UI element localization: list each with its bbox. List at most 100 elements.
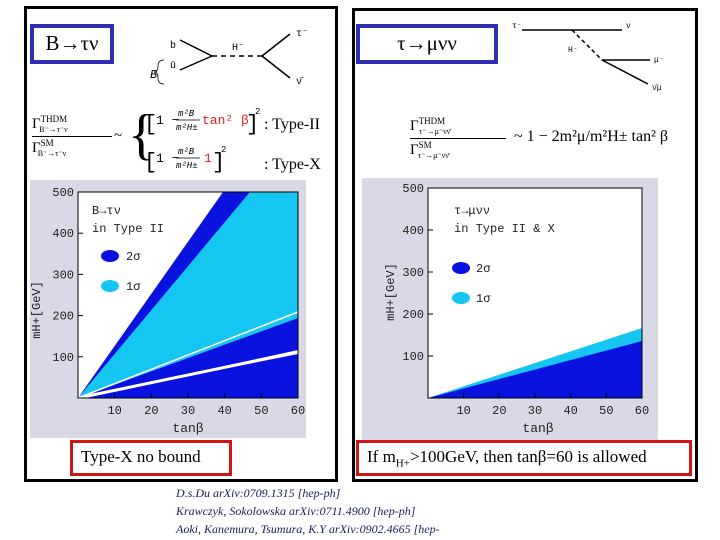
legend-1sigma-label: 1σ: [476, 292, 491, 306]
eq-gamma-num: Γ: [410, 118, 419, 134]
reference-1: D.s.Du arXiv:0709.1315 [hep-ph]: [176, 486, 341, 500]
x-tick-label: 50: [254, 404, 268, 418]
x-tick-label: 30: [528, 404, 542, 418]
eq-num-sub: τ⁻→μ⁻νν̄: [419, 127, 451, 136]
type-ii-label: : Type-II: [264, 116, 320, 133]
legend: τ→μνν in Type II & X 2σ 1σ: [452, 204, 555, 306]
right-equation: ΓTHDMτ⁻→μ⁻νν̄ ΓSMτ⁻→μ⁻νν̄ ~ 1 − 2m²μ/m²H…: [410, 112, 690, 176]
y-axis-label: mH+[GeV]: [30, 281, 44, 339]
series-2sigma-band-upper: [78, 192, 250, 398]
x-tick-label: 50: [599, 404, 613, 418]
legend-2sigma-label: 2σ: [476, 262, 491, 276]
b-tau-nu-feynman-diagram: B b ū H⁻ τ⁻ ν̄: [150, 29, 308, 88]
references: D.s.Du arXiv:0709.1315 [hep-ph] Krawczyk…: [176, 484, 440, 538]
left-title: B→τν: [30, 24, 114, 64]
legend-title-1: B→τν: [92, 204, 121, 218]
legend-title-1: τ→μνν: [454, 204, 490, 218]
eq-row1-red: tan² β: [202, 113, 249, 128]
feynman-H-label: H⁻: [232, 43, 244, 54]
caption-suffix: >100GeV, then tanβ=60 is allowed: [409, 447, 647, 466]
eq-fraction-bar: [410, 138, 506, 139]
y-tick-label: 100: [52, 351, 74, 365]
x-tick-label: 20: [144, 404, 158, 418]
y-axis-ticks: 100 200 300 400 500: [52, 186, 83, 365]
svg-text:2: 2: [255, 107, 260, 117]
svg-text:2: 2: [221, 145, 226, 155]
y-axis-label: mH+[GeV]: [384, 263, 398, 321]
y-tick-label: 500: [52, 186, 74, 200]
y-tick-label: 200: [402, 308, 424, 322]
legend-2sigma-label: 2σ: [126, 250, 141, 264]
feynman-B-label: B: [150, 68, 157, 82]
legend-2sigma-swatch: [101, 250, 119, 262]
legend-1sigma-swatch: [101, 280, 119, 292]
x-tick-label: 30: [181, 404, 195, 418]
x-tick-label: 60: [291, 404, 305, 418]
feynman-tau-label: τ⁻: [512, 22, 522, 31]
tau-mu-nu-chart: τ→μνν in Type II & X 2σ 1σ 100 200 300 400 5…: [384, 182, 649, 436]
legend: B→τν in Type II 2σ 1σ: [92, 204, 164, 294]
svg-text:m²B: m²B: [178, 147, 195, 157]
eq-den-sub: τ⁻→μ⁻νν̄: [417, 151, 449, 160]
y-tick-label: 100: [402, 350, 424, 364]
y-tick-label: 400: [52, 227, 74, 241]
feynman-H-label: H⁻: [568, 46, 578, 55]
eq-den-sup: SM: [418, 140, 432, 150]
caption-sub: H+: [395, 457, 410, 470]
y-tick-label: 300: [402, 266, 424, 280]
left-caption: Type-X no bound: [70, 440, 232, 476]
b-tau-nu-chart: B→τν in Type II 2σ 1σ 100 200 300 400 500 10…: [30, 186, 305, 436]
right-title: τ→μνν: [356, 24, 498, 64]
x-tick-label: 40: [563, 404, 577, 418]
feynman-tau-label: τ⁻: [296, 29, 308, 40]
eq-num-sub: B⁻→τ⁻ν: [39, 125, 68, 134]
x-axis-label: tanβ: [522, 421, 553, 436]
feynman-nubar-label: ν̄: [296, 76, 304, 88]
y-tick-label: 300: [52, 268, 74, 282]
eq-gamma-den: Γ: [32, 140, 41, 156]
svg-text:1 −: 1 −: [156, 151, 180, 166]
eq-gamma-den: Γ: [410, 142, 419, 158]
reference-2: Krawczyk, Sokolowska arXiv:0711.4900 [he…: [176, 504, 416, 518]
eq-den-sup: SM: [40, 138, 54, 148]
caption-prefix: If m: [367, 447, 396, 466]
svg-text:[: [: [144, 112, 157, 137]
series-2sigma-band-lower: [78, 318, 298, 398]
series-1sigma-band: [78, 192, 298, 398]
feynman-b-label: b: [170, 40, 176, 52]
feynman-nubar-label: ν̄μ: [652, 84, 662, 93]
x-tick-label: 20: [492, 404, 506, 418]
left-equation: ΓTHDMB⁻→τ⁻ν ΓSMB⁻→τ⁻ν ~ { [ 1 − m²B m²H±…: [30, 100, 270, 176]
svg-text:m²H±: m²H±: [176, 161, 198, 171]
y-axis-ticks: 100 200 300 400 500: [402, 182, 433, 364]
svg-text:]: ]: [212, 150, 225, 175]
x-tick-label: 60: [635, 404, 649, 418]
eq-gamma-num: Γ: [32, 116, 41, 132]
legend-2sigma-swatch: [452, 262, 470, 274]
eq-fraction-bar: [32, 136, 112, 137]
x-tick-label: 40: [217, 404, 231, 418]
legend-1sigma-swatch: [452, 292, 470, 304]
legend-title-2: in Type II & X: [454, 222, 555, 236]
feynman-nu-label: ν: [626, 22, 631, 31]
legend-title-2: in Type II: [92, 222, 164, 236]
eq-num-sup: THDM: [418, 116, 446, 126]
svg-text:m²B: m²B: [178, 109, 195, 119]
reference-3: Aoki, Kanemura, Tsumura, K.Y arXiv:0902.…: [176, 522, 440, 536]
y-tick-label: 500: [402, 182, 424, 196]
x-tick-label: 10: [456, 404, 470, 418]
tau-mu-nu-feynman-diagram: τ⁻ ν H⁻ μ⁻ ν̄μ: [512, 22, 664, 93]
feynman-mu-label: μ⁻: [654, 56, 664, 65]
eq-rhs: ~ 1 − 2m²μ/m²H± tan² β: [514, 128, 669, 145]
y-tick-label: 400: [402, 224, 424, 238]
eq-den-sub: B⁻→τ⁻ν: [37, 149, 67, 158]
svg-text:[: [: [144, 150, 157, 175]
svg-text:]: ]: [246, 112, 259, 137]
eq-brace: {: [128, 104, 155, 166]
x-tick-label: 10: [107, 404, 121, 418]
legend-1sigma-label: 1σ: [126, 280, 141, 294]
eq-num-sup: THDM: [40, 114, 68, 124]
eq-row2-red: 1: [204, 151, 212, 166]
svg-text:1 −: 1 −: [156, 113, 180, 128]
y-tick-label: 200: [52, 310, 74, 324]
